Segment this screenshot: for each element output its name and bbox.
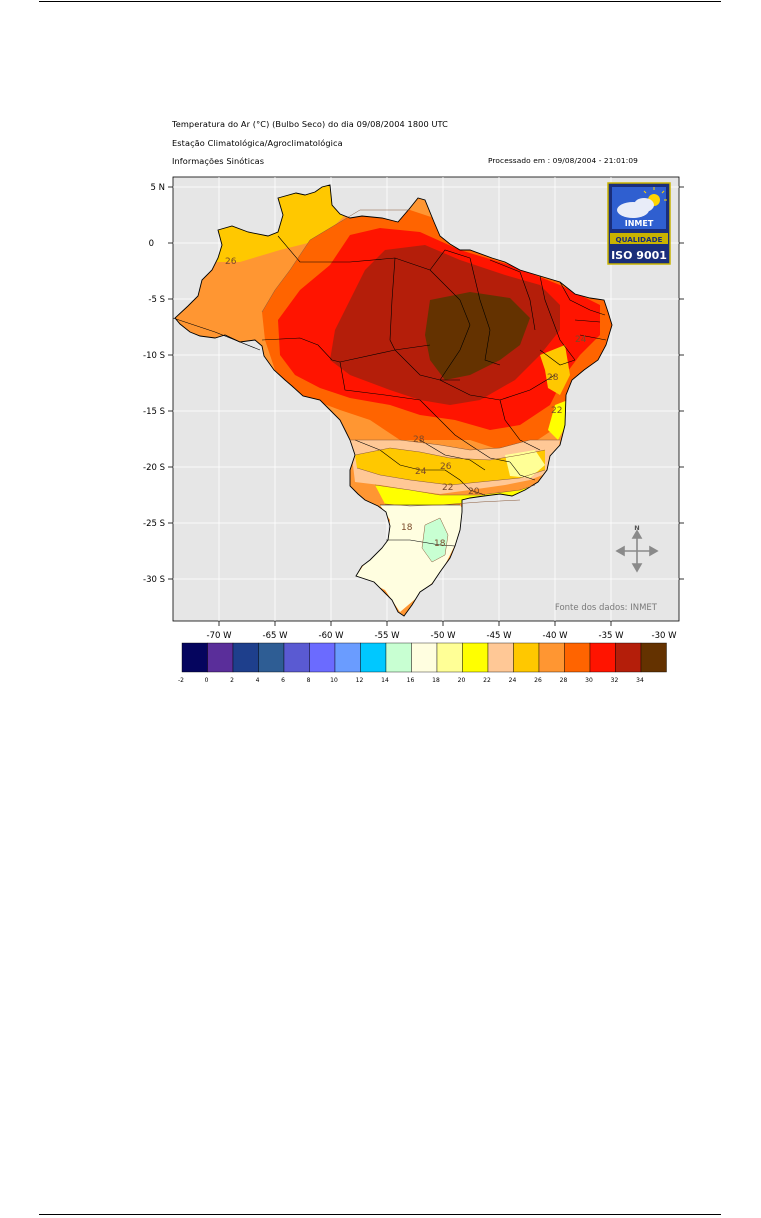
legend-swatch [334,642,361,673]
legend-swatch [538,642,565,673]
processed-time: Processado em : 09/08/2004 - 21:01:09 [488,156,638,165]
station-type: Estação Climatológica/Agroclimatológica [172,138,343,148]
legend-tick-label: 16 [407,677,415,684]
legend-swatch [640,642,667,673]
contour-label: 22 [442,483,453,493]
contour-label: 26 [225,257,237,267]
top-rule [39,1,721,2]
contour-label: 24 [575,335,587,345]
legend-tick-label: 10 [330,677,338,684]
contour-label: 22 [551,406,562,416]
legend-tick-label: 0 [205,677,209,684]
iso-label: ISO 9001 [611,249,667,262]
legend-tick-label: 24 [509,677,517,684]
map-title: Temperatura do Ar (°C) (Bulbo Seco) do d… [172,119,448,129]
legend-swatch [615,642,642,673]
legend-swatch [487,642,514,673]
contour-label: 18 [434,539,446,549]
bottom-rule [39,1214,721,1215]
legend-tick-label: 34 [636,677,644,684]
color-legend [181,642,667,673]
legend-tick-labels: -2 0 2 4 6 8 10 12 14 16 18 20 22 24 26 28 30 32 34 [178,677,644,684]
legend-swatch [207,642,234,673]
contour-label: 28 [413,435,425,445]
legend-tick-label: 8 [307,677,311,684]
legend-swatch [513,642,540,673]
quality-label: QUALIDADE [616,235,663,244]
legend-swatch [411,642,438,673]
lon-label-40w: -40 W [543,631,569,641]
legend-tick-label: 30 [585,677,593,684]
lon-label-65w: -65 W [263,631,289,641]
legend-swatch [462,642,489,673]
contour-label: 18 [401,523,413,533]
legend-tick-label: 20 [458,677,466,684]
lat-label-20s: -20 S [143,463,165,473]
legend-swatch [436,642,463,673]
inmet-logo: INMET QUALIDADE ISO 9001 [607,182,671,265]
legend-tick-label: 2 [230,677,234,684]
legend-swatch [232,642,259,673]
lat-label-5s: -5 S [148,295,165,305]
legend-tick-label: 14 [381,677,389,684]
contour-label: 24 [415,467,427,477]
legend-tick-label: -2 [178,677,184,684]
legend-tick-label: 12 [356,677,364,684]
info-type: Informações Sinóticas [172,156,265,166]
state-borders [172,235,607,547]
legend-tick-label: 28 [560,677,568,684]
contour-label: 20 [468,487,480,497]
lat-label-15s: -15 S [143,407,165,417]
lat-label-10s: -10 S [143,351,165,361]
lon-label-30w: -30 W [652,631,678,641]
legend-tick-label: 26 [534,677,542,684]
lon-label-35w: -35 W [599,631,625,641]
inmet-name: INMET [625,219,654,228]
lon-label-45w: -45 W [487,631,513,641]
legend-swatch [258,642,285,673]
legend-tick-label: 6 [281,677,285,684]
lat-label-30s: -30 S [143,575,165,585]
legend-swatch [181,642,208,673]
contour-label: 28 [547,373,559,383]
isotherms [261,209,560,563]
legend-swatch [564,642,591,673]
legend-tick-label: 18 [432,677,440,684]
contour-label: 26 [440,462,452,472]
legend-swatch [360,642,387,673]
lon-label-60w: -60 W [319,631,345,641]
brazil-outline [174,184,613,617]
compass-north-label: N [634,524,639,532]
legend-tick-label: 4 [256,677,260,684]
legend-swatch [283,642,310,673]
lon-label-55w: -55 W [375,631,401,641]
legend-swatch [309,642,336,673]
compass-icon [615,529,659,573]
legend-swatch [385,642,412,673]
lon-label-50w: -50 W [431,631,457,641]
legend-tick-label: 22 [483,677,491,684]
axis-ticks [168,186,684,626]
lat-label-5n: 5 N [151,183,165,193]
data-source: Fonte dos dados: INMET [555,603,658,613]
legend-tick-label: 32 [611,677,619,684]
legend-swatch [589,642,616,673]
lat-label-0: 0 [149,239,154,249]
lat-label-25s: -25 S [143,519,165,529]
lon-label-70w: -70 W [207,631,233,641]
